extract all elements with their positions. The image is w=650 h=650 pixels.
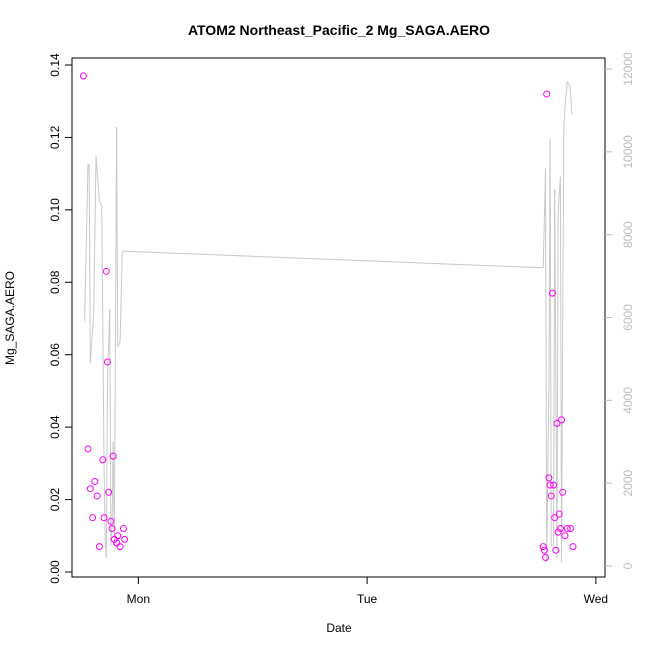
- data-point: [116, 543, 124, 551]
- x-tick-label: Wed: [584, 592, 608, 606]
- line-segment: [103, 462, 106, 542]
- data-point: [105, 488, 113, 496]
- line-segment: [570, 93, 573, 115]
- line-segment: [549, 139, 552, 546]
- y-tick-label: 0.14: [48, 53, 62, 77]
- line-segment: [113, 126, 118, 546]
- data-point: [100, 514, 108, 522]
- data-point: [555, 510, 563, 518]
- data-point: [91, 477, 99, 485]
- line-segment: [553, 189, 556, 546]
- mg-point-series: [79, 72, 577, 562]
- data-point: [542, 554, 550, 562]
- line-segment: [109, 309, 112, 546]
- line-segment: [564, 81, 568, 107]
- line-segment: [105, 379, 108, 558]
- data-point: [102, 267, 110, 275]
- line-segment: [545, 168, 548, 562]
- y-tick-label: 0.04: [48, 415, 62, 439]
- line-segment: [88, 164, 91, 364]
- y2-tick-label: 6000: [621, 304, 635, 331]
- secondary-y-axis: 0 2000 4000 6000 8000 10000 12000: [605, 52, 635, 569]
- data-point: [545, 474, 553, 482]
- line-segment: [556, 213, 559, 558]
- data-point: [558, 416, 566, 424]
- line-segment: [559, 176, 563, 562]
- data-point: [556, 525, 564, 533]
- line-segment: [566, 81, 570, 86]
- x-tick-label: Tue: [357, 592, 378, 606]
- line-segment: [554, 189, 558, 558]
- data-point: [107, 517, 115, 525]
- line-segment: [561, 329, 564, 562]
- y-tick-label: 0.12: [48, 125, 62, 149]
- line-segment: [562, 131, 565, 330]
- data-point: [569, 543, 577, 551]
- y-axis-label: Mg_SAGA.AERO: [3, 271, 17, 365]
- y2-tick-label: 12000: [621, 52, 635, 86]
- y-tick-label: 0.06: [48, 343, 62, 367]
- data-point: [103, 358, 111, 366]
- data-point: [84, 445, 92, 453]
- line-segment: [546, 379, 550, 562]
- data-point: [108, 525, 116, 533]
- line-segment: [117, 342, 121, 347]
- x-axis-label: Date: [326, 621, 352, 635]
- data-point: [548, 289, 556, 297]
- data-point: [114, 532, 122, 540]
- y-tick-label: 0.02: [48, 488, 62, 512]
- y-tick-label: 0.08: [48, 270, 62, 294]
- plot-frame: [71, 57, 606, 578]
- data-point: [561, 532, 569, 540]
- data-point: [551, 514, 559, 522]
- data-point: [567, 525, 575, 533]
- line-segment: [95, 155, 100, 202]
- altitude-line-series: [84, 81, 573, 562]
- line-segment: [569, 85, 572, 94]
- data-point: [546, 481, 554, 489]
- data-point: [86, 485, 94, 493]
- data-point: [119, 525, 127, 533]
- data-point: [99, 456, 107, 464]
- data-point: [93, 492, 101, 500]
- line-segment: [99, 201, 103, 206]
- data-point: [563, 525, 571, 533]
- data-point: [89, 514, 97, 522]
- data-point: [553, 420, 561, 428]
- y2-tick-label: 4000: [621, 387, 635, 414]
- data-point: [552, 546, 560, 554]
- data-point: [79, 72, 87, 80]
- data-point: [550, 481, 558, 489]
- y2-tick-label: 2000: [621, 469, 635, 496]
- y-tick-label: 0.10: [48, 198, 62, 222]
- data-point: [95, 543, 103, 551]
- data-point: [547, 492, 555, 500]
- data-point: [543, 90, 551, 98]
- y2-tick-label: 8000: [621, 221, 635, 248]
- data-point: [540, 546, 548, 554]
- x-axis: Mon Tue Wed: [127, 577, 608, 606]
- line-segment: [93, 155, 97, 314]
- y-axis: 0.00 0.02 0.04 0.06 0.08 0.10 0.12 0.14: [48, 53, 72, 584]
- data-point: [121, 535, 129, 543]
- chart-title: ATOM2 Northeast_Pacific_2 Mg_SAGA.AERO: [188, 22, 490, 38]
- line-segment: [119, 251, 123, 343]
- line-segment: [89, 313, 95, 364]
- x-tick-label: Mon: [127, 592, 150, 606]
- data-point: [539, 543, 547, 551]
- line-segment: [101, 205, 105, 463]
- line-segment: [124, 250, 544, 269]
- data-point: [554, 528, 562, 536]
- line-segment: [116, 126, 119, 347]
- y-tick-label: 0.00: [48, 560, 62, 584]
- data-point: [559, 488, 567, 496]
- y2-tick-label: 10000: [621, 135, 635, 169]
- line-segment: [563, 106, 566, 132]
- line-segment: [84, 164, 89, 322]
- y2-tick-label: 0: [621, 562, 635, 569]
- data-point: [109, 452, 117, 460]
